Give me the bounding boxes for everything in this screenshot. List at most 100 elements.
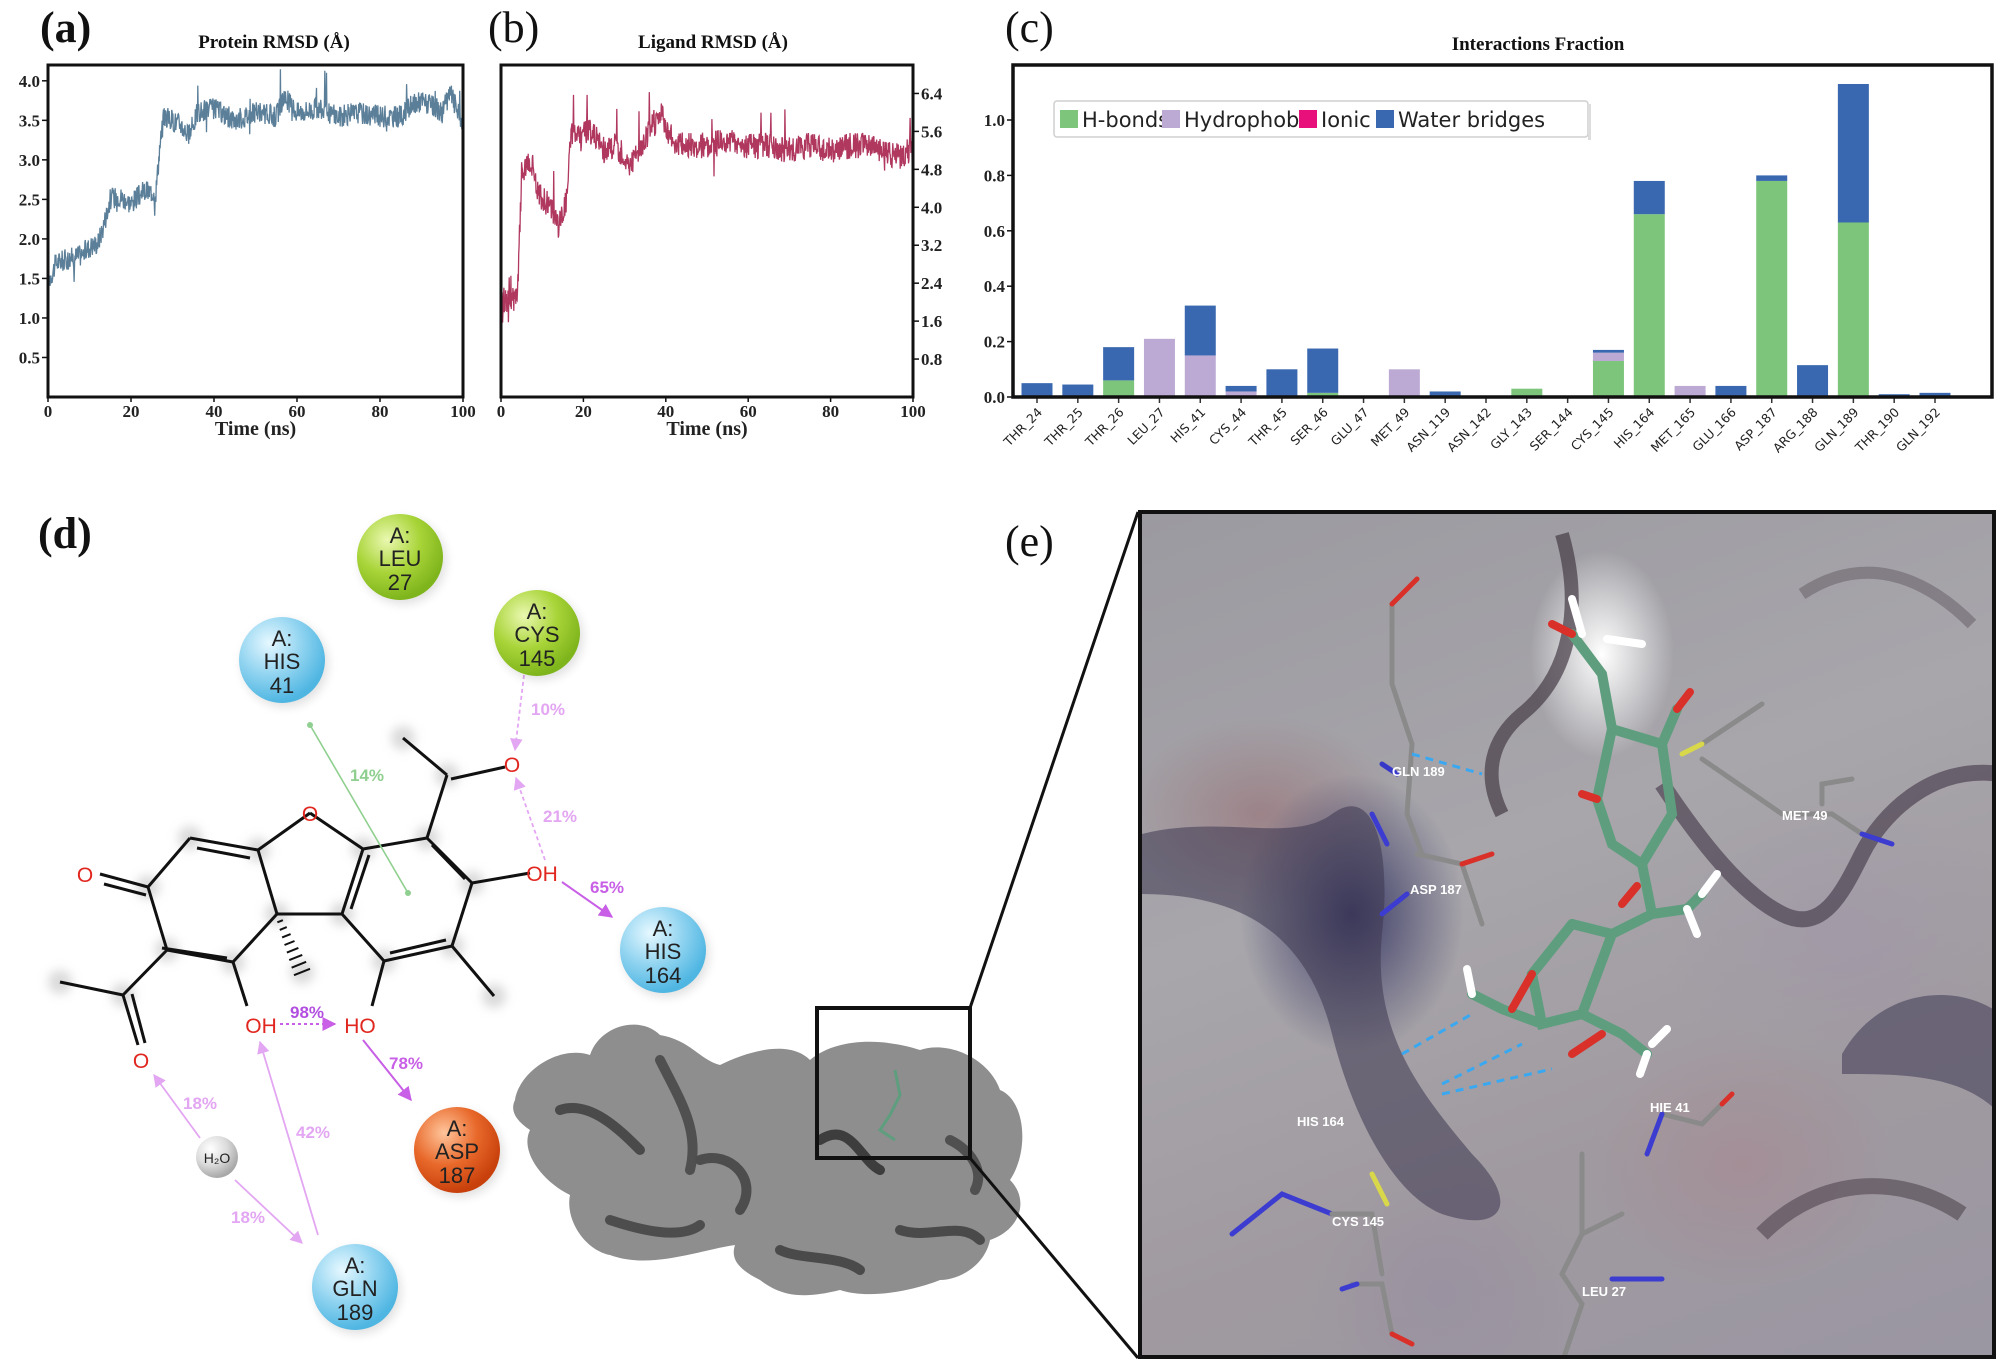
panel-label-a: (a) xyxy=(40,3,92,52)
x-tick-label: 20 xyxy=(123,402,140,421)
legend-label: H-bonds xyxy=(1082,108,1169,132)
x-tick-label: 60 xyxy=(289,402,306,421)
legend-label: Ionic xyxy=(1321,108,1371,132)
y-tick-label: 3.0 xyxy=(19,151,40,170)
panel-label-c: (c) xyxy=(1005,3,1054,52)
x-axis-label: Time (ns) xyxy=(666,418,747,440)
line-chart-b: 0 20 40 60 80 100 0.8 1.6 2.4 3.2 4.0 4.8 5.6 6.4 Time… xyxy=(497,63,943,440)
label-cys145: CYS 145 xyxy=(1332,1214,1384,1229)
chart-title-b: Ligand RMSD (Å) xyxy=(638,32,788,53)
x-tick-label: CYS_44 xyxy=(1206,404,1249,447)
svg-text:A:: A: xyxy=(653,916,674,941)
bond xyxy=(370,960,386,1007)
x-tick-label: SER_46 xyxy=(1287,404,1331,448)
x-tick-label: GLN_192 xyxy=(1893,405,1943,455)
legend-swatch xyxy=(1162,110,1180,128)
bond xyxy=(450,945,496,997)
bar-segment xyxy=(1184,305,1216,356)
x-tick-label: 100 xyxy=(900,402,926,421)
x-tick-label: 60 xyxy=(740,402,757,421)
atom-o-acetyl-top: O xyxy=(504,754,520,777)
bar-segment xyxy=(1919,392,1951,397)
atom-o-furan: O xyxy=(302,803,318,826)
pct-water-gln: 18% xyxy=(231,1208,265,1227)
protein-surface xyxy=(513,1024,1023,1296)
label-asp187: ASP 187 xyxy=(1410,882,1462,897)
bond xyxy=(146,886,169,951)
x-tick-label: THR_45 xyxy=(1245,405,1290,450)
y-tick-label: 0.5 xyxy=(19,348,40,367)
legend-swatch xyxy=(1060,110,1078,128)
x-tick-label: 0 xyxy=(44,402,53,421)
bond xyxy=(362,836,428,851)
x-tick-label: HIS_41 xyxy=(1167,405,1208,446)
legend-swatch xyxy=(1376,110,1394,128)
bar-segment xyxy=(1797,365,1829,396)
zoom-connector-bottom xyxy=(968,1157,1140,1359)
bond xyxy=(383,944,453,963)
y-tick-label: 3.2 xyxy=(921,236,942,255)
bond xyxy=(309,811,364,851)
bar-segment xyxy=(1143,338,1175,397)
x-tick-label: 0 xyxy=(497,402,506,421)
panel-label-e: (e) xyxy=(1005,517,1054,566)
pct-intra-98: 98% xyxy=(290,1003,324,1022)
chart-title-c: Interactions Fraction xyxy=(1451,34,1625,55)
y-tick-label: 6.4 xyxy=(921,84,943,103)
x-tick-label: 40 xyxy=(657,402,674,421)
y-tick-label: 1.0 xyxy=(19,309,40,328)
legend-label: Hydrophobic xyxy=(1184,108,1317,132)
y-tick-label: 1.6 xyxy=(921,312,942,331)
line-chart-a: 0 20 40 60 80 100 0.5 1.0 1.5 2.0 2.5 3.0 3.5 4.0 Time… xyxy=(19,63,476,440)
y-tick-label: 0.8 xyxy=(984,166,1005,185)
zoom-region-box xyxy=(815,1006,972,1160)
chart-legend: H-bonds Hydrophobic Ionic Water bridges xyxy=(1053,100,1591,140)
zoom-connector-top xyxy=(968,511,1140,1009)
bar-segment xyxy=(1633,180,1665,215)
bond xyxy=(189,836,259,852)
svg-text:145: 145 xyxy=(519,646,556,671)
pct-intra-21: 21% xyxy=(543,807,577,826)
bar-segment xyxy=(1184,355,1216,397)
svg-text:HIS: HIS xyxy=(264,649,301,674)
bond xyxy=(231,912,279,964)
bar-segment xyxy=(1103,380,1135,397)
y-tick-label: 4.0 xyxy=(921,198,942,217)
bond xyxy=(231,961,249,1007)
bar-segment xyxy=(1429,391,1461,397)
plot-frame xyxy=(46,63,465,399)
pct-his164: 65% xyxy=(590,878,624,897)
bond xyxy=(471,871,531,885)
y-tick-label: 2.0 xyxy=(19,230,40,249)
x-tick-label: GLN_189 xyxy=(1811,404,1861,454)
bond xyxy=(450,882,474,947)
bar-segment xyxy=(1756,175,1788,181)
legend-swatch xyxy=(1299,110,1317,128)
bar-segment xyxy=(1756,180,1788,397)
y-tick-label: 0.4 xyxy=(984,277,1006,296)
bond xyxy=(425,774,449,839)
bond xyxy=(402,736,448,777)
bond xyxy=(59,980,124,997)
svg-text:41: 41 xyxy=(270,673,294,698)
bar-segment xyxy=(1307,348,1339,393)
bond xyxy=(166,948,234,964)
atom-oh-right: OH xyxy=(526,863,558,886)
pct-gln189: 42% xyxy=(296,1123,330,1142)
binding-pocket-view: GLN 189 ASP 187 MET 49 HIS 164 HIE 41 CY… xyxy=(1138,510,1996,1359)
bar-segment xyxy=(1307,392,1339,397)
bar-segment xyxy=(1592,352,1624,361)
bar-segment xyxy=(1674,385,1706,397)
y-tick-label: 4.0 xyxy=(19,72,40,91)
svg-text:ASP: ASP xyxy=(435,1139,479,1164)
label-hie41: HIE 41 xyxy=(1650,1100,1690,1115)
panel-label-d: (d) xyxy=(38,509,92,558)
svg-text:A:: A: xyxy=(272,626,293,651)
x-tick-label: MET_165 xyxy=(1648,405,1699,456)
y-tick-label: 3.5 xyxy=(19,111,40,130)
